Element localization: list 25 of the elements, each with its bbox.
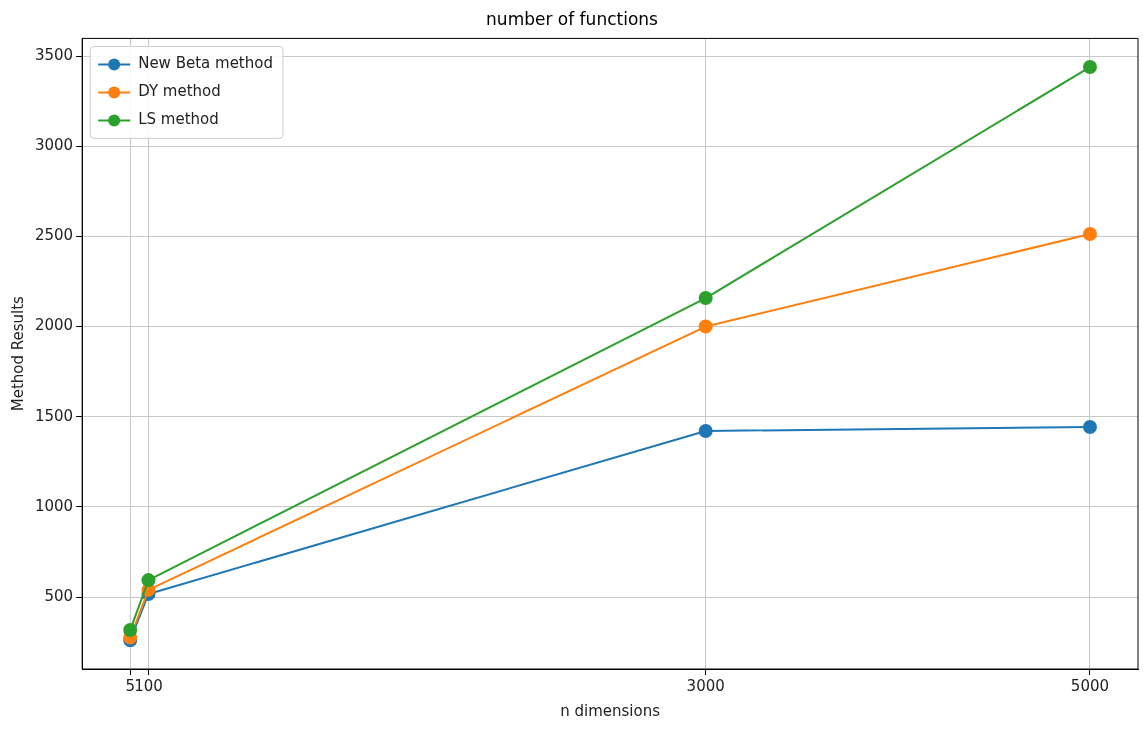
x-tick-label: 5000 — [1070, 676, 1110, 695]
y-tick-label: 500 — [44, 586, 74, 605]
y-tick-label: 3000 — [34, 136, 74, 155]
point — [1082, 60, 1097, 75]
point — [1082, 227, 1097, 242]
point — [141, 573, 156, 588]
x-tick-label: 100 — [134, 676, 163, 695]
y-tick-label: 1500 — [34, 406, 74, 425]
point — [698, 423, 713, 438]
legend-label: New Beta method — [138, 54, 273, 73]
chart-title: number of functions — [486, 8, 659, 29]
point — [698, 319, 713, 334]
x-axis-title: n dimensions — [560, 701, 661, 720]
y-tick-label: 1000 — [34, 496, 74, 515]
legend-label: DY method — [138, 82, 221, 101]
y-tick-label: 3500 — [34, 45, 74, 64]
point — [123, 623, 138, 638]
legend-label: LS method — [138, 110, 219, 129]
y-axis-title: Method Results — [8, 295, 27, 412]
y-tick-label: 2500 — [34, 226, 74, 245]
point — [1082, 420, 1097, 434]
x-tick-label: 3000 — [686, 676, 725, 695]
y-tick-label: 2000 — [34, 316, 74, 335]
point — [698, 291, 713, 306]
x-tick-label: 5 — [125, 676, 135, 695]
